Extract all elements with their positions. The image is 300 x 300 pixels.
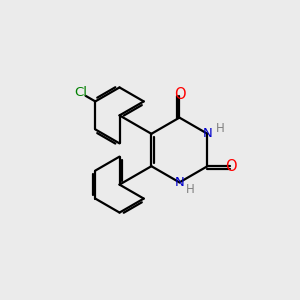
Text: N: N — [202, 127, 212, 140]
Text: Cl: Cl — [74, 86, 87, 99]
Text: H: H — [215, 122, 224, 135]
Text: H: H — [186, 183, 195, 196]
Text: O: O — [174, 87, 185, 102]
Text: O: O — [225, 159, 237, 174]
Text: N: N — [175, 176, 184, 189]
